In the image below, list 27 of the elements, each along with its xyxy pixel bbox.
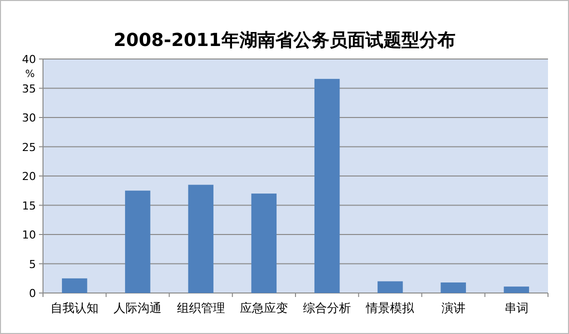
bar bbox=[251, 194, 277, 293]
bar bbox=[378, 281, 403, 293]
bar bbox=[504, 286, 530, 293]
bar bbox=[314, 78, 340, 293]
y-axis-title: % bbox=[25, 69, 35, 80]
bar bbox=[440, 282, 466, 293]
x-tick-label: 情景模拟 bbox=[365, 301, 416, 315]
x-tick-label: 人际沟通 bbox=[114, 301, 162, 315]
y-tick-label: 15 bbox=[22, 199, 36, 212]
y-tick-label: 20 bbox=[22, 170, 36, 183]
x-tick-label: 组织管理 bbox=[176, 301, 225, 315]
y-tick-label: 35 bbox=[22, 82, 36, 96]
y-tick-label: 10 bbox=[22, 228, 36, 242]
y-tick-label: 25 bbox=[22, 140, 36, 154]
x-tick-label: 演讲 bbox=[441, 301, 466, 315]
x-tick-label: 串词 bbox=[504, 301, 528, 315]
bar bbox=[125, 190, 150, 293]
y-tick-label: 0 bbox=[29, 287, 36, 300]
y-tick-label: 5 bbox=[29, 258, 36, 271]
x-tick-label: 综合分析 bbox=[303, 301, 352, 315]
bar bbox=[62, 278, 88, 293]
x-tick-label: 自我认知 bbox=[50, 301, 99, 315]
y-tick-label: 40 bbox=[22, 53, 36, 66]
bar bbox=[188, 184, 214, 293]
y-tick-label: 30 bbox=[22, 112, 36, 124]
chart-title: 2008-2011年湖南省公务员面试题型分布 bbox=[114, 30, 456, 51]
x-tick-label: 应急应变 bbox=[240, 301, 288, 315]
